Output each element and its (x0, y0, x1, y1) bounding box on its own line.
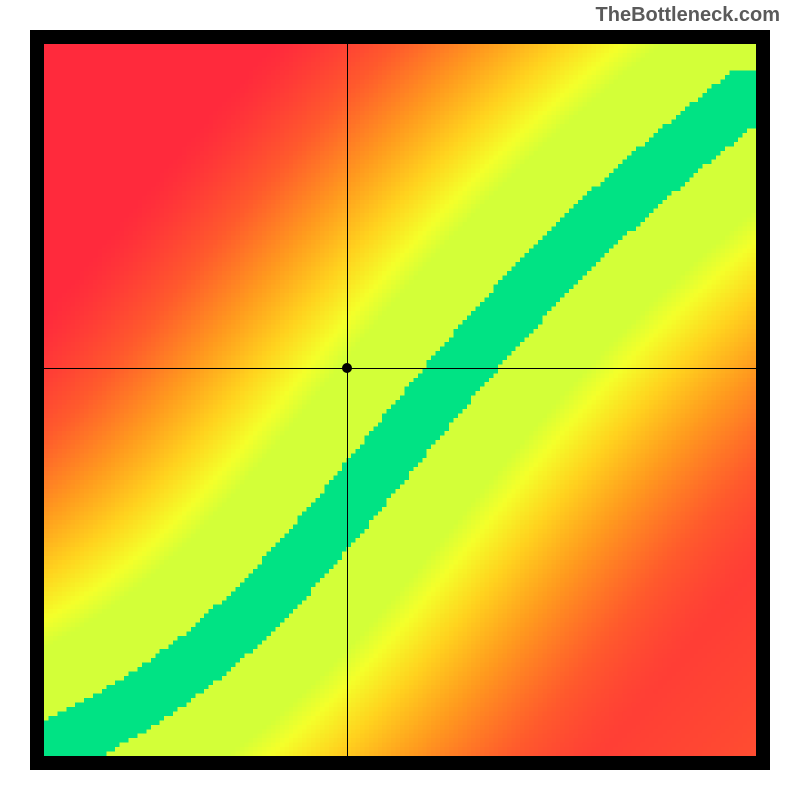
crosshair-marker (342, 363, 352, 373)
heatmap-canvas (44, 44, 756, 756)
plot-area (44, 44, 756, 756)
crosshair-horizontal (44, 368, 756, 369)
chart-frame (30, 30, 770, 770)
crosshair-vertical (347, 44, 348, 756)
attribution-label: TheBottleneck.com (596, 4, 780, 27)
chart-container: TheBottleneck.com (0, 0, 800, 800)
